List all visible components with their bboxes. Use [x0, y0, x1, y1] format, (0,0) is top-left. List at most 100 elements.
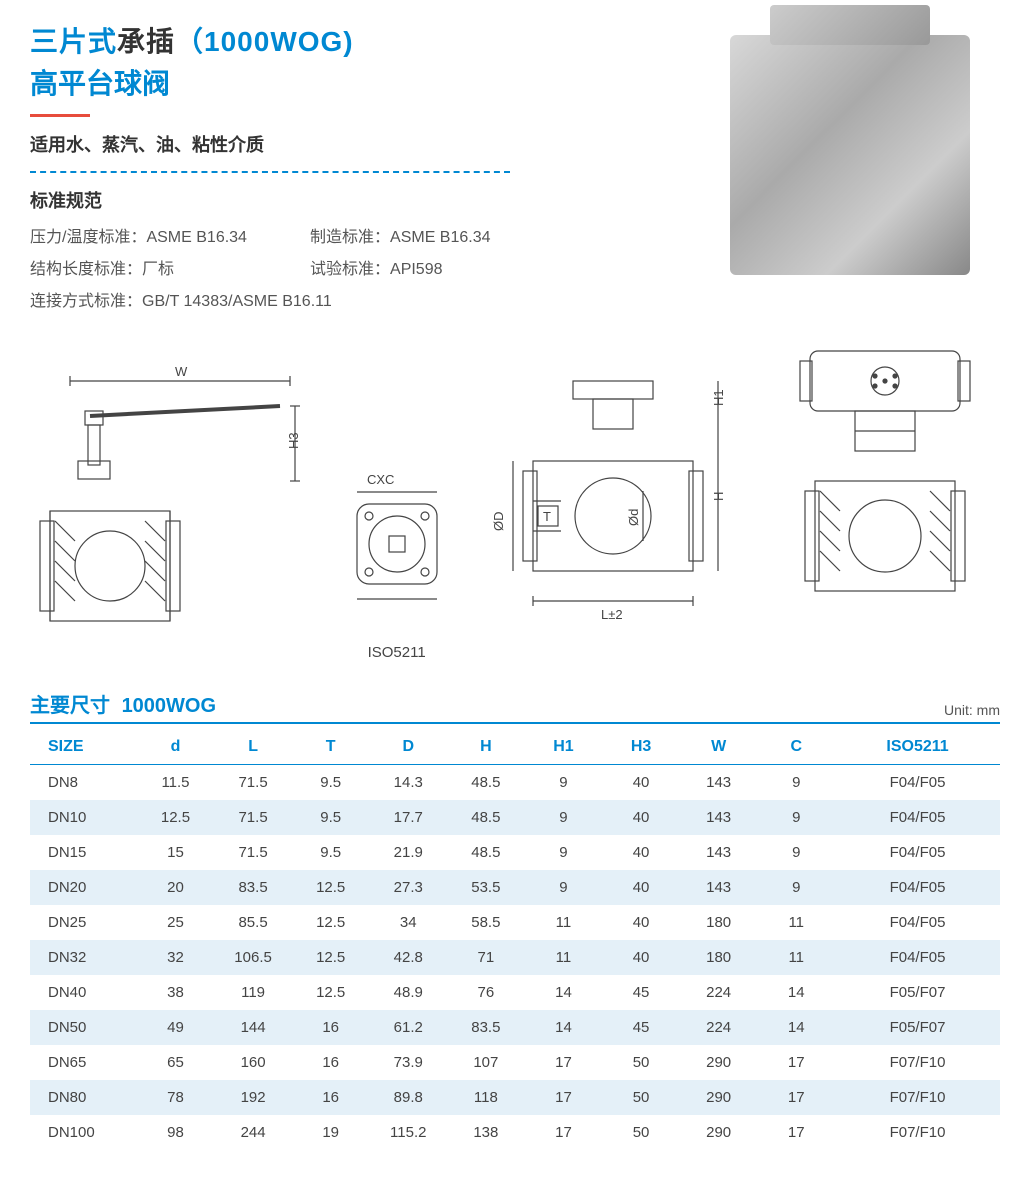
table-cell: F04/F05	[835, 870, 1000, 905]
table-cell: 50	[602, 1115, 680, 1150]
table-title-row: 主要尺寸 1000WOG Unit: mm	[30, 689, 1000, 724]
table-cell: 9	[525, 835, 603, 870]
table-cell: F04/F05	[835, 835, 1000, 870]
table-cell: 50	[602, 1080, 680, 1115]
dim-W: W	[175, 364, 188, 379]
table-cell: 14	[525, 1010, 603, 1045]
iso5211-label: ISO5211	[368, 644, 426, 661]
table-cell: 138	[447, 1115, 525, 1150]
table-cell: 58.5	[447, 905, 525, 940]
table-row: DN3232106.512.542.871114018011F04/F05	[30, 940, 1000, 975]
std-value: ASME B16.34	[390, 229, 491, 246]
table-cell: 144	[214, 1010, 292, 1045]
table-cell: 38	[137, 975, 215, 1010]
table-cell: DN25	[30, 905, 137, 940]
std-test: 试验标准：API598	[310, 255, 590, 279]
col-T: T	[292, 730, 370, 765]
table-cell: 17	[525, 1115, 603, 1150]
table-cell: F07/F10	[835, 1045, 1000, 1080]
table-cell: 71.5	[214, 765, 292, 801]
table-cell: 16	[292, 1010, 370, 1045]
table-row: DN202083.512.527.353.59401439F04/F05	[30, 870, 1000, 905]
dim-L: L±2	[601, 607, 623, 622]
table-cell: 9.5	[292, 765, 370, 801]
dim-CXC: CXC	[367, 472, 394, 487]
table-cell: F05/F07	[835, 1010, 1000, 1045]
table-cell: 83.5	[447, 1010, 525, 1045]
table-cell: F04/F05	[835, 905, 1000, 940]
dim-H: H	[711, 492, 726, 501]
table-row: DN811.571.59.514.348.59401439F04/F05	[30, 765, 1000, 801]
table-row: DN50491441661.283.5144522414F05/F07	[30, 1010, 1000, 1045]
std-value: GB/T 14383/ASME B16.11	[142, 293, 332, 310]
product-photo	[700, 20, 1000, 290]
table-cell: 40	[602, 835, 680, 870]
std-label: 试验标准：	[310, 261, 390, 278]
table-row: DN65651601673.9107175029017F07/F10	[30, 1045, 1000, 1080]
title-block: 三片式承插（1000WOG) 高平台球阀 适用水、蒸汽、油、粘性介质 标准规范 …	[30, 20, 700, 311]
table-cell: 9.5	[292, 800, 370, 835]
table-cell: 244	[214, 1115, 292, 1150]
col-H1: H1	[525, 730, 603, 765]
table-cell: 224	[680, 1010, 758, 1045]
table-cell: 107	[447, 1045, 525, 1080]
table-cell: F07/F10	[835, 1080, 1000, 1115]
table-cell: 143	[680, 870, 758, 905]
table-cell: 16	[292, 1080, 370, 1115]
table-cell: 224	[680, 975, 758, 1010]
table-row: DN403811912.548.976144522414F05/F07	[30, 975, 1000, 1010]
table-row: DN80781921689.8118175029017F07/F10	[30, 1080, 1000, 1115]
diagram-body-dimensions: H1 H T ØD Ød L±2	[483, 361, 743, 661]
table-cell: 73.9	[369, 1045, 447, 1080]
dimensions-table: SIZEdLTDHH1H3WCISO5211 DN811.571.59.514.…	[30, 730, 1000, 1150]
col-W: W	[680, 730, 758, 765]
table-cell: 40	[602, 905, 680, 940]
table-cell: 9	[525, 800, 603, 835]
table-cell: 9	[757, 835, 835, 870]
table-cell: DN20	[30, 870, 137, 905]
table-cell: 9	[757, 870, 835, 905]
table-cell: 40	[602, 940, 680, 975]
table-cell: 290	[680, 1115, 758, 1150]
table-cell: 14	[525, 975, 603, 1010]
std-manufacture: 制造标准：ASME B16.34	[310, 223, 590, 247]
table-cell: 45	[602, 1010, 680, 1045]
table-cell: DN80	[30, 1080, 137, 1115]
table-row: DN1012.571.59.517.748.59401439F04/F05	[30, 800, 1000, 835]
table-cell: 61.2	[369, 1010, 447, 1045]
std-value: 厂标	[142, 261, 174, 278]
table-title: 主要尺寸 1000WOG	[30, 689, 216, 718]
table-cell: DN50	[30, 1010, 137, 1045]
table-cell: 71.5	[214, 835, 292, 870]
unit-label: Unit: mm	[944, 702, 1000, 718]
table-cell: 290	[680, 1045, 758, 1080]
col-H3: H3	[602, 730, 680, 765]
dim-H1: H1	[711, 389, 726, 406]
header-row: 三片式承插（1000WOG) 高平台球阀 适用水、蒸汽、油、粘性介质 标准规范 …	[30, 20, 1000, 311]
table-cell: 20	[137, 870, 215, 905]
table-cell: 12.5	[292, 975, 370, 1010]
table-cell: 119	[214, 975, 292, 1010]
table-cell: F07/F10	[835, 1115, 1000, 1150]
table-cell: 160	[214, 1045, 292, 1080]
diagram-handle-valve: W H3	[30, 361, 310, 661]
diagram-iso-flange: CXC ISO5211	[327, 464, 467, 661]
table-cell: 9	[757, 765, 835, 801]
table-cell: 12.5	[292, 905, 370, 940]
std-structure-length: 结构长度标准：厂标	[30, 255, 310, 279]
table-cell: DN8	[30, 765, 137, 801]
table-cell: 34	[369, 905, 447, 940]
table-cell: 106.5	[214, 940, 292, 975]
table-cell: 9.5	[292, 835, 370, 870]
table-cell: 48.9	[369, 975, 447, 1010]
table-title-prefix: 主要尺寸	[30, 695, 110, 717]
table-cell: 180	[680, 905, 758, 940]
table-cell: 71	[447, 940, 525, 975]
table-cell: DN15	[30, 835, 137, 870]
table-cell: 85.5	[214, 905, 292, 940]
table-cell: 25	[137, 905, 215, 940]
table-cell: 17.7	[369, 800, 447, 835]
table-cell: 11	[757, 905, 835, 940]
table-cell: 40	[602, 870, 680, 905]
table-cell: 98	[137, 1115, 215, 1150]
